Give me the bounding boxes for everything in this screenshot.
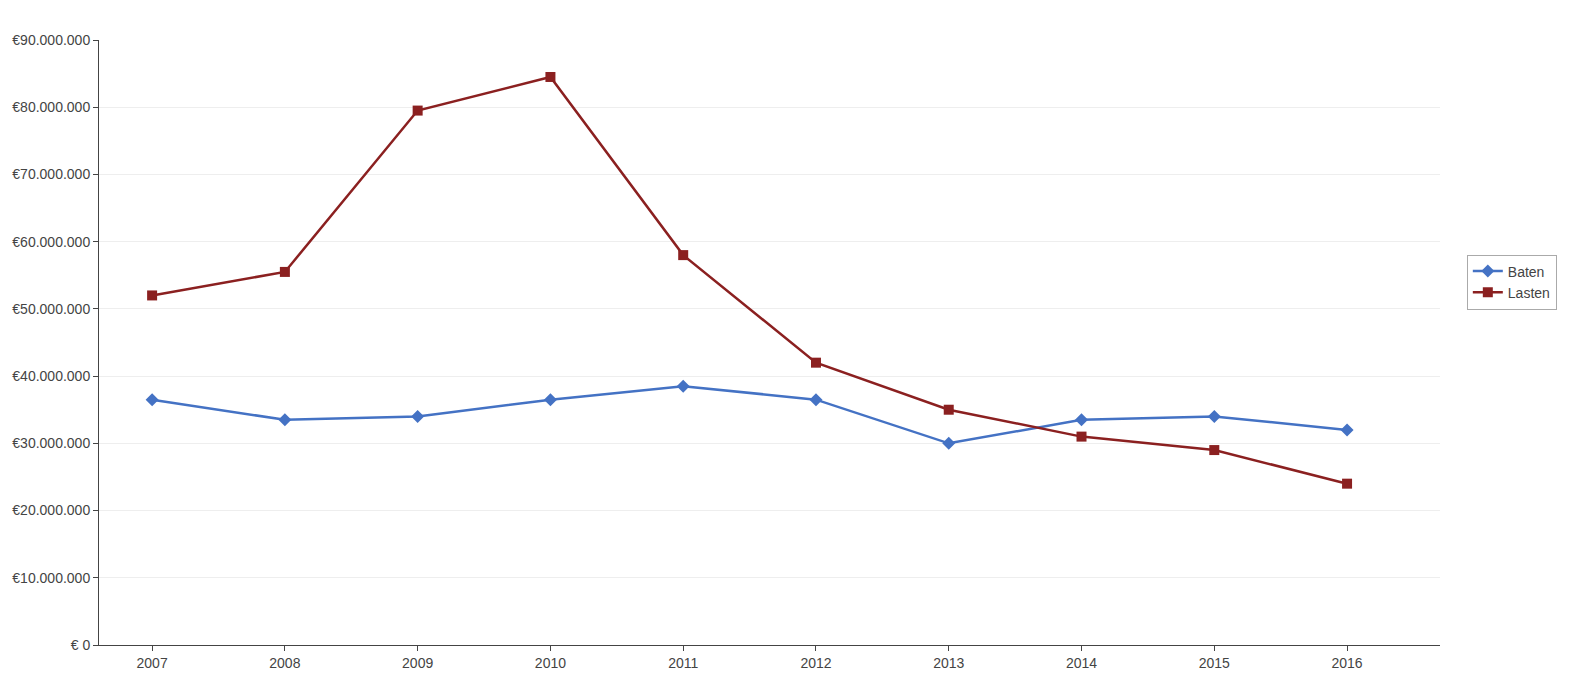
svg-text:Baten: Baten [1508, 264, 1545, 280]
svg-text:2014: 2014 [1066, 655, 1097, 671]
svg-text:2011: 2011 [668, 655, 698, 671]
svg-text:2012: 2012 [800, 655, 831, 671]
svg-text:€90.000.000: €90.000.000 [12, 32, 90, 48]
svg-text:Lasten: Lasten [1508, 285, 1550, 301]
svg-text:€50.000.000: €50.000.000 [12, 301, 90, 317]
svg-text:2007: 2007 [137, 655, 168, 671]
svg-text:€30.000.000: €30.000.000 [12, 435, 90, 451]
svg-text:2010: 2010 [535, 655, 566, 671]
svg-text:2015: 2015 [1199, 655, 1230, 671]
svg-text:€40.000.000: €40.000.000 [12, 368, 90, 384]
svg-text:€10.000.000: €10.000.000 [12, 570, 90, 586]
svg-text:2008: 2008 [269, 655, 300, 671]
svg-text:€80.000.000: €80.000.000 [12, 99, 90, 115]
svg-text:2009: 2009 [402, 655, 433, 671]
svg-text:€ 0: € 0 [71, 637, 91, 653]
svg-text:€60.000.000: €60.000.000 [12, 234, 90, 250]
svg-text:€70.000.000: €70.000.000 [12, 166, 90, 182]
svg-text:2016: 2016 [1331, 655, 1362, 671]
svg-text:2013: 2013 [933, 655, 964, 671]
svg-text:€20.000.000: €20.000.000 [12, 502, 90, 518]
